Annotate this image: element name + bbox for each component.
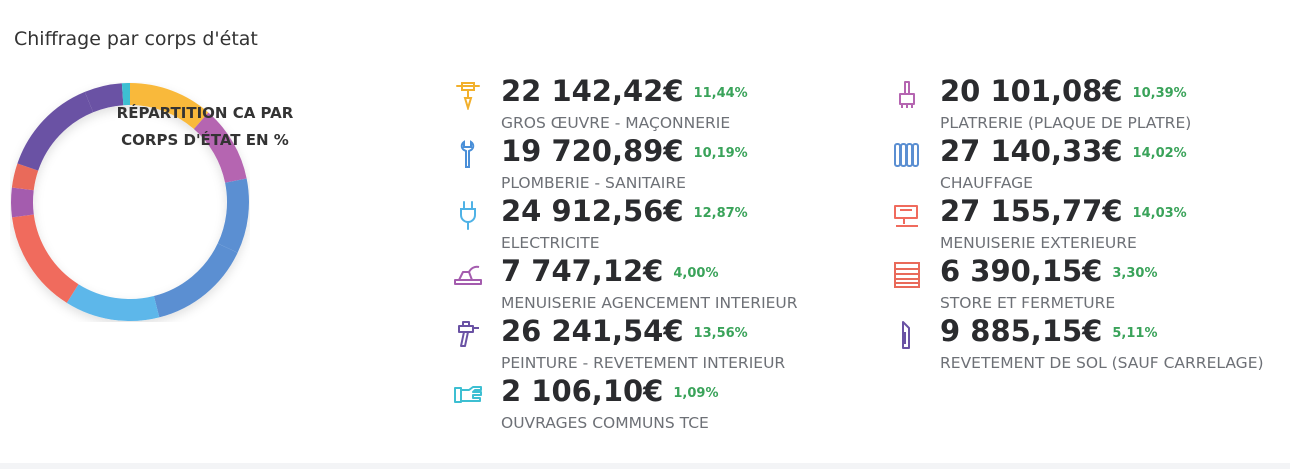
page-title: Chiffrage par corps d'état	[14, 28, 258, 50]
cutter-icon	[902, 321, 910, 349]
item-label: GROS ŒUVRE - MAÇONNERIE	[501, 114, 731, 132]
item-label: PLATRERIE (PLAQUE DE PLATRE)	[940, 114, 1192, 132]
donut-svg	[11, 83, 249, 321]
item-percent: 10,39%	[1132, 85, 1187, 101]
item-label: ELECTRICITE	[501, 234, 600, 252]
item-percent: 4,00%	[673, 265, 719, 281]
item-amount: 27 155,77€	[940, 194, 1123, 228]
item-amount: 7 747,12€	[501, 254, 664, 288]
item-amount: 20 101,08€	[940, 74, 1123, 108]
jigsaw-icon	[894, 205, 918, 227]
list-item: 6 390,15€ 3,30% STORE ET FERMETURE	[892, 254, 1290, 320]
hand-icon	[454, 386, 482, 403]
item-percent: 5,11%	[1112, 325, 1158, 341]
brush-icon	[899, 81, 915, 108]
item-percent: 14,02%	[1132, 145, 1187, 161]
donut-center-line2: CORPS D'ÉTAT EN %	[121, 131, 289, 149]
spray-gun-icon	[458, 321, 479, 347]
list-item: 24 912,56€ 12,87% ELECTRICITE	[453, 194, 873, 260]
list-item: 2 106,10€ 1,09% OUVRAGES COMMUNS TCE	[453, 374, 873, 440]
item-percent: 3,30%	[1112, 265, 1158, 281]
donut-slice[interactable]	[153, 243, 238, 318]
donut-slice[interactable]	[11, 214, 79, 303]
item-amount: 24 912,56€	[501, 194, 684, 228]
item-percent: 11,44%	[693, 85, 748, 101]
radiator-icon	[894, 143, 919, 167]
item-label: OUVRAGES COMMUNS TCE	[501, 414, 709, 432]
list-item: 27 140,33€ 14,02% CHAUFFAGE	[892, 134, 1290, 200]
donut-slice[interactable]	[11, 163, 39, 191]
donut-center-line1: RÉPARTITION CA PAR	[116, 104, 294, 122]
item-percent: 1,09%	[673, 385, 719, 401]
item-percent: 14,03%	[1132, 205, 1187, 221]
item-label: STORE ET FERMETURE	[940, 294, 1116, 312]
donut-chart	[10, 82, 250, 322]
donut-slice[interactable]	[66, 284, 160, 321]
donut-slice[interactable]	[193, 112, 247, 184]
item-percent: 10,19%	[693, 145, 748, 161]
donut-center-label: RÉPARTITION CA PAR CORPS D'ÉTAT EN %	[90, 100, 320, 154]
item-label: MENUISERIE AGENCEMENT INTERIEUR	[501, 294, 798, 312]
item-amount: 27 140,33€	[940, 134, 1123, 168]
item-amount: 9 885,15€	[940, 314, 1103, 348]
list-item: 9 885,15€ 5,11% REVETEMENT DE SOL (SAUF C…	[892, 314, 1290, 380]
item-amount: 26 241,54€	[501, 314, 684, 348]
item-label: CHAUFFAGE	[940, 174, 1033, 192]
list-item: 19 720,89€ 10,19% PLOMBERIE - SANITAIRE	[453, 134, 873, 200]
plane-tool-icon	[454, 265, 482, 285]
shutter-icon	[894, 262, 920, 288]
jackhammer-icon	[456, 82, 480, 110]
item-percent: 12,87%	[693, 205, 748, 221]
donut-slice[interactable]	[11, 187, 34, 218]
item-label: PEINTURE - REVETEMENT INTERIEUR	[501, 354, 786, 372]
item-amount: 6 390,15€	[940, 254, 1103, 288]
list-item: 27 155,77€ 14,03% MENUISERIE EXTERIEURE	[892, 194, 1290, 260]
donut-slice[interactable]	[217, 178, 249, 253]
list-item: 20 101,08€ 10,39% PLATRERIE (PLAQUE DE PL…	[892, 74, 1290, 140]
list-item: 22 142,42€ 11,44% GROS ŒUVRE - MAÇONNERIE	[453, 74, 873, 140]
item-percent: 13,56%	[693, 325, 748, 341]
donut-slice[interactable]	[17, 91, 94, 171]
item-label: REVETEMENT DE SOL (SAUF CARRELAGE)	[940, 354, 1264, 372]
item-amount: 22 142,42€	[501, 74, 684, 108]
item-amount: 19 720,89€	[501, 134, 684, 168]
bottom-divider	[0, 463, 1290, 469]
list-item: 7 747,12€ 4,00% MENUISERIE AGENCEMENT INT…	[453, 254, 873, 320]
item-label: PLOMBERIE - SANITAIRE	[501, 174, 686, 192]
list-item: 26 241,54€ 13,56% PEINTURE - REVETEMENT I…	[453, 314, 873, 380]
donut-slice[interactable]	[129, 83, 209, 130]
wrench-icon	[460, 140, 475, 168]
item-label: MENUISERIE EXTERIEURE	[940, 234, 1137, 252]
item-amount: 2 106,10€	[501, 374, 664, 408]
donut-slice[interactable]	[84, 83, 124, 113]
plug-icon	[460, 201, 476, 230]
